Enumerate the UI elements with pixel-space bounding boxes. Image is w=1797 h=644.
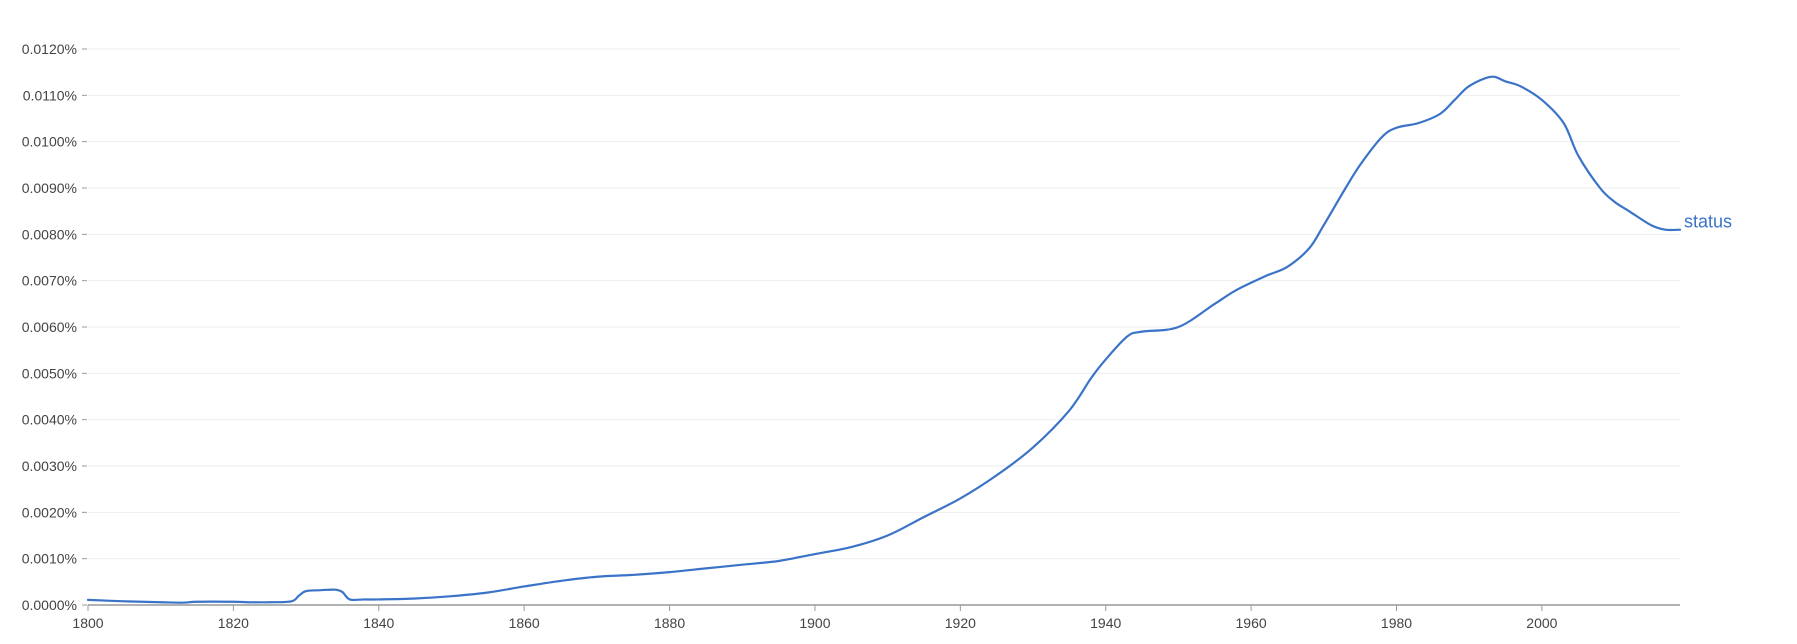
- x-tick-label: 1900: [799, 615, 830, 631]
- y-tick-label: 0.0100%: [22, 134, 77, 150]
- x-tick-label: 1880: [654, 615, 685, 631]
- x-tick-label: 1920: [945, 615, 976, 631]
- x-tick-label: 1940: [1090, 615, 1121, 631]
- y-tick-label: 0.0060%: [22, 319, 77, 335]
- series-line-status[interactable]: [86, 75, 1682, 604]
- y-tick-label: 0.0030%: [22, 458, 77, 474]
- y-tick-label: 0.0120%: [22, 41, 77, 57]
- y-tick-label: 0.0040%: [22, 412, 77, 428]
- grid: [88, 48, 1680, 560]
- x-tick-label: 1980: [1381, 615, 1412, 631]
- x-tick-label: 1820: [218, 615, 249, 631]
- x-tick-label: 1840: [363, 615, 394, 631]
- y-tick-label: 0.0020%: [22, 504, 77, 520]
- y-tick-label: 0.0070%: [22, 273, 77, 289]
- x-tick-label: 1800: [72, 615, 103, 631]
- x-axis: 1800 1820 1840 1860 1880 1900 1920 1940 1960 1980…: [72, 604, 1680, 631]
- series-layer: status: [86, 75, 1732, 604]
- y-tick-label: 0.0110%: [23, 87, 77, 103]
- x-tick-label: 2000: [1526, 615, 1557, 631]
- series-label-status[interactable]: status: [1684, 212, 1732, 232]
- y-tick-label: 0.0090%: [22, 180, 77, 196]
- y-axis: 0.0000% 0.0010% 0.0020% 0.0030% 0.0040% 0.005…: [22, 41, 87, 613]
- y-tick-label: 0.0050%: [22, 365, 77, 381]
- y-tick-label: 0.0000%: [22, 597, 77, 613]
- x-tick-label: 1960: [1236, 615, 1267, 631]
- x-tick-label: 1860: [509, 615, 540, 631]
- y-tick-label: 0.0010%: [22, 551, 77, 567]
- y-tick-label: 0.0080%: [22, 226, 77, 242]
